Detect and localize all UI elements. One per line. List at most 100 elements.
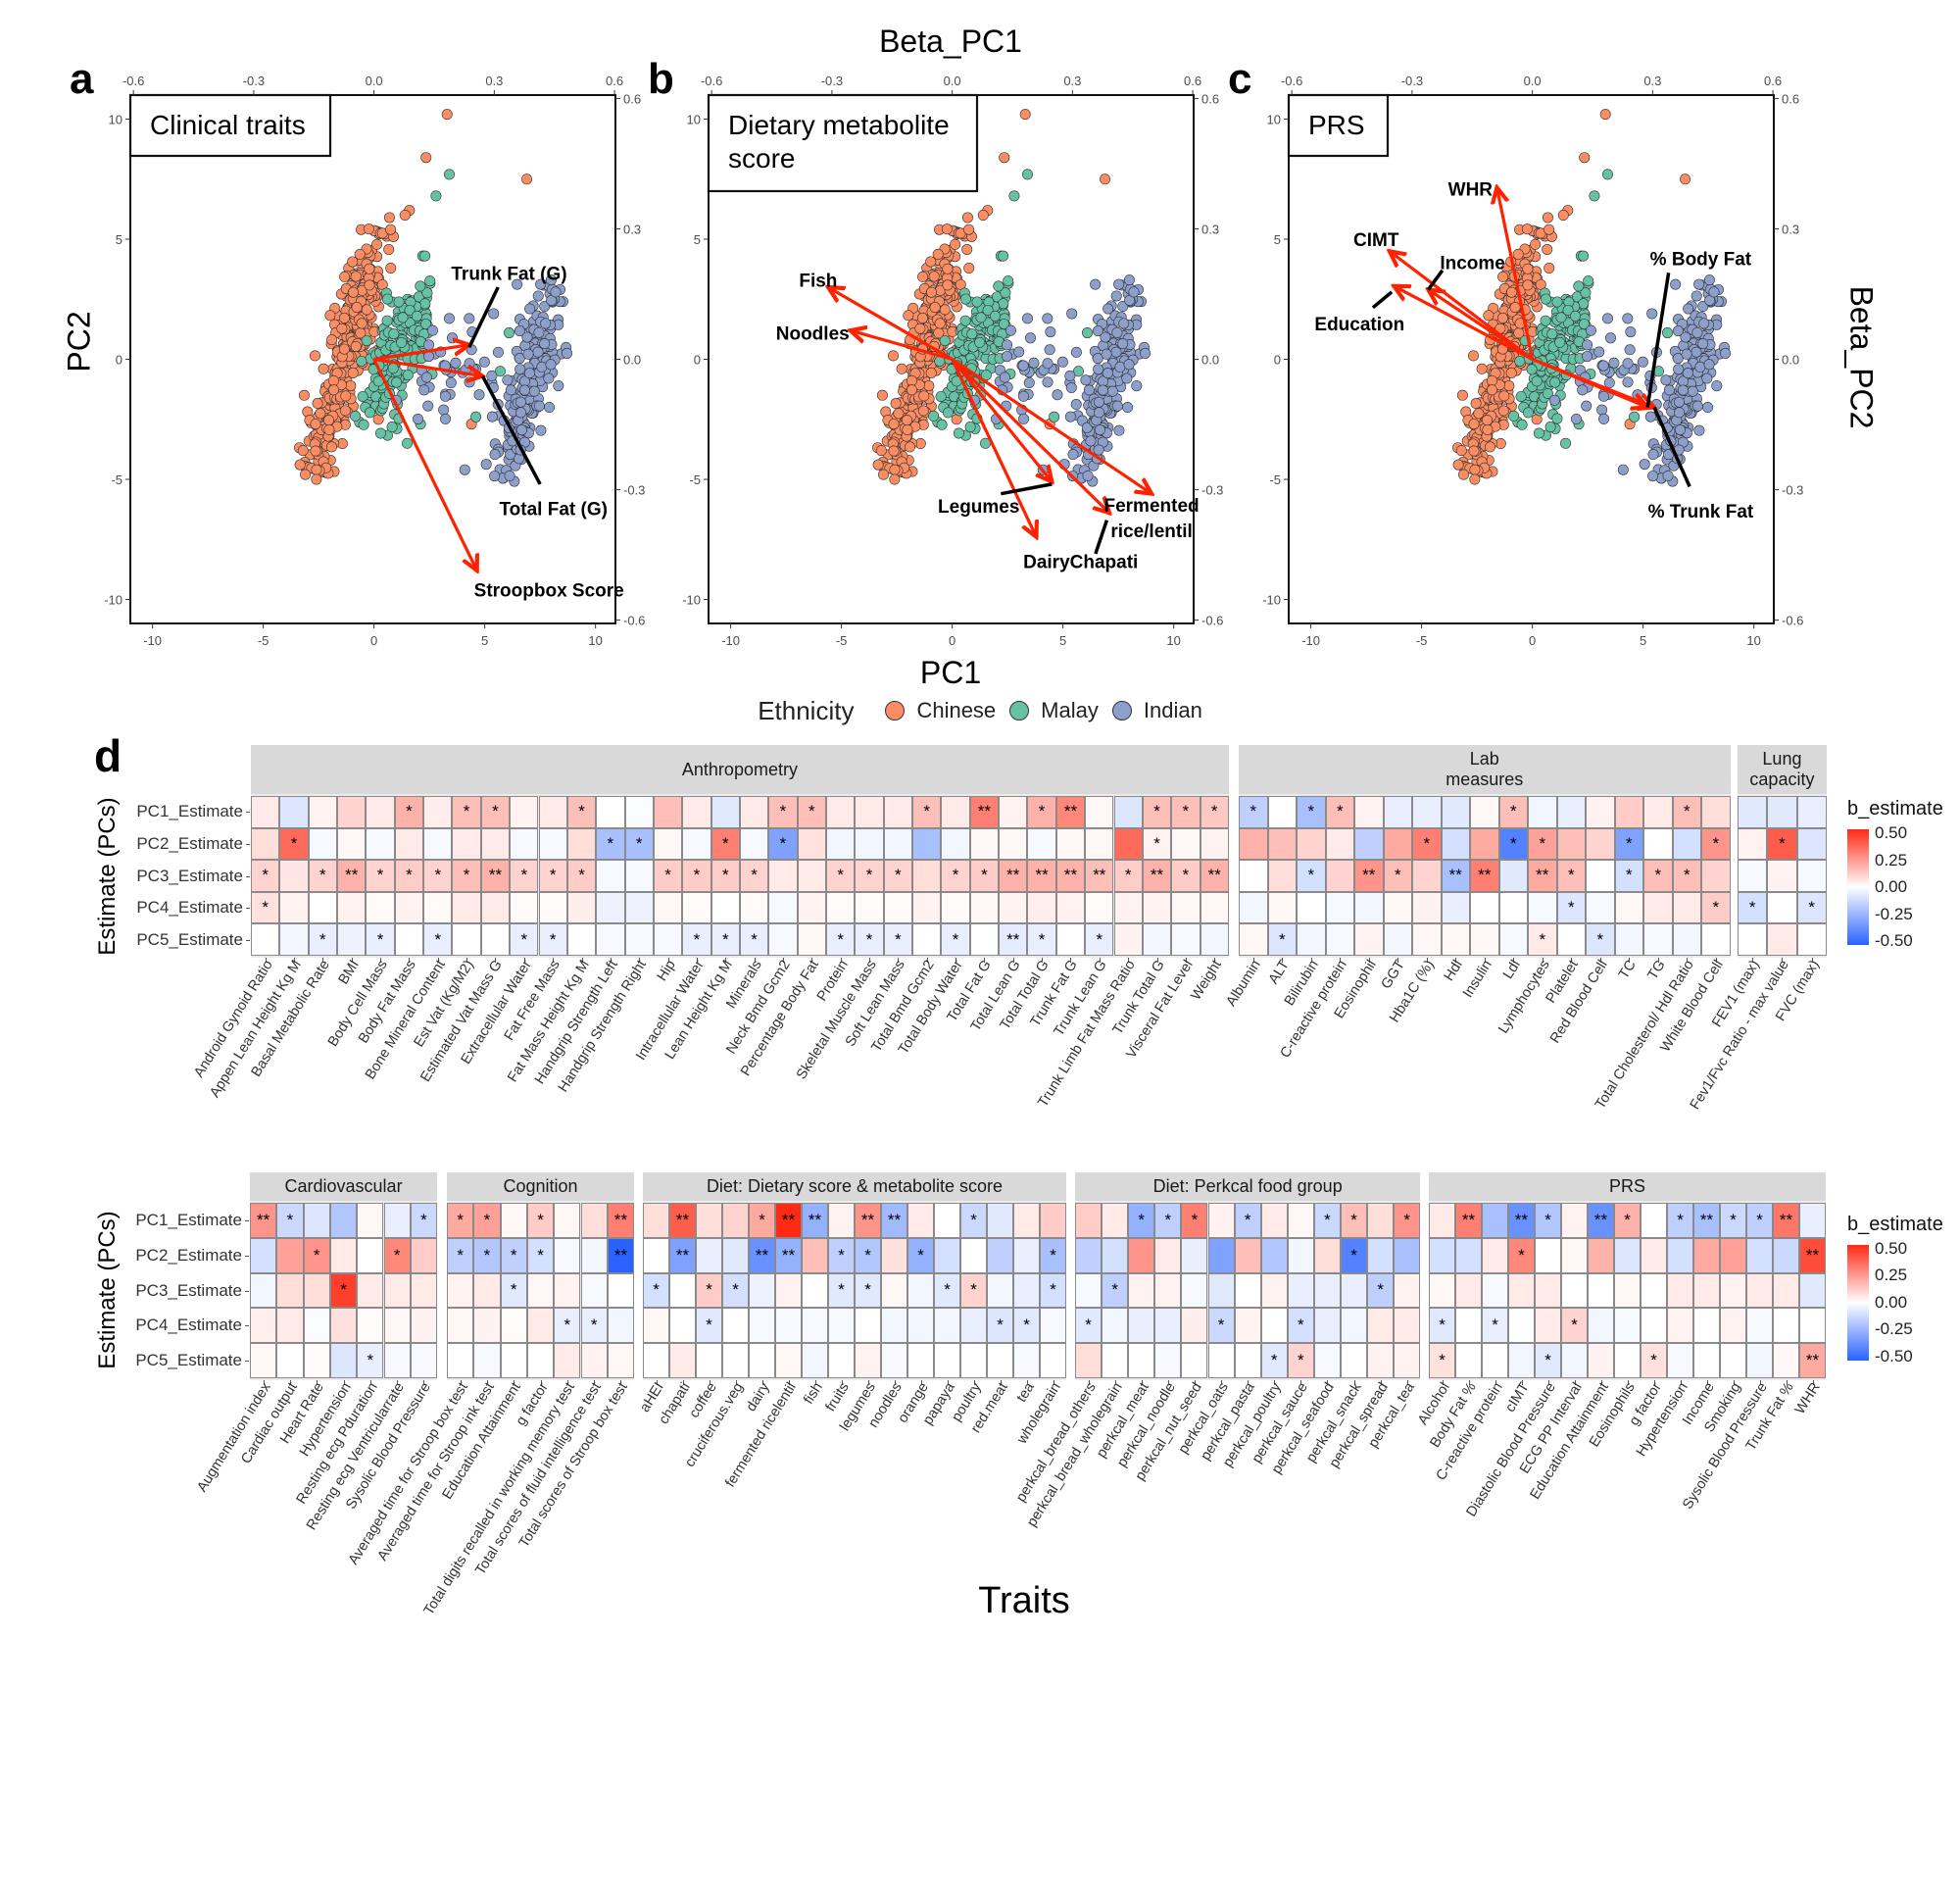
heatmap-cell [934,1308,960,1344]
arrow-label: Legumes [938,497,1019,518]
heatmap-cell: * [1085,923,1114,956]
heatmap-cell: ** [1508,1203,1535,1238]
heatmap-cell: * [768,827,798,861]
point-chinese [1468,445,1480,457]
heatmap-cell: ** [775,1203,802,1238]
heatmap-cell: * [447,1203,474,1238]
heatmap-cell: * [1297,860,1326,892]
point-indian [1601,313,1613,324]
point-indian [1128,286,1140,298]
heatmap-cell [749,1308,775,1344]
point-chinese [351,302,363,314]
colorbar-tick-label: -0.25 [1875,1319,1913,1339]
heatmap-cell [883,827,913,861]
point-chinese [350,340,362,352]
point-malay [939,335,951,347]
legend-swatch-chinese [885,701,906,720]
point-chinese [950,238,961,250]
point-indian [1702,401,1714,413]
heatmap-cell [1535,1308,1561,1344]
point-malay [1583,275,1594,287]
point-chinese [1476,363,1488,374]
point-chinese [1452,459,1464,471]
heatmap-cell: * [1429,1308,1455,1344]
heatmap-cell [510,827,539,861]
heatmap-cell [969,923,1000,956]
point-indian [1703,274,1715,286]
heatmap-cell [1588,1237,1614,1273]
heatmap-cell [1113,891,1143,924]
heatmap-cell [1738,827,1768,861]
point-chinese [1544,223,1555,235]
facet-strip-lung-capacity: Lung capacity [1738,745,1827,794]
x-tick-label: 5 [1059,633,1066,648]
point-indian [1094,424,1105,436]
y-tick-label: 0 [116,353,122,368]
heatmap-cell: * [941,923,970,956]
point-chinese [1468,419,1480,430]
point-indian [464,313,475,324]
point-indian [492,346,504,358]
heatmap-cell [1181,1272,1208,1309]
heatmap-cell [987,1237,1013,1273]
heatmap-cell [1738,796,1768,828]
heatmap-cell [410,1272,438,1309]
point-indian [514,353,525,365]
y-tick-label: -10 [1262,593,1281,608]
heatmap-cell [1498,891,1528,924]
point-indian [464,358,475,370]
x-tick-label: 0 [949,633,956,648]
heatmap-cell: * [410,1203,438,1238]
heatmap-cell [394,827,424,861]
heatmap-cell [1394,1272,1421,1309]
point-chinese [1486,384,1497,396]
point-chinese [889,464,901,475]
heatmap-cell [1267,891,1297,924]
point-indian [1121,372,1133,384]
point-indian [533,400,545,412]
heatmap-cell: * [383,1237,411,1273]
heatmap-cell: * [1102,1272,1129,1309]
point-chinese [322,415,334,426]
point-indian [504,470,515,481]
heatmap-cell [1586,860,1615,892]
heatmap-cell [1441,827,1470,861]
point-malay [1601,169,1613,180]
point-indian [1693,278,1705,290]
heatmap-cell: * [722,1272,749,1309]
panel-title: Clinical traits [150,110,306,140]
row-label: PC3_Estimate [135,1280,242,1300]
colorbar-tick-label: 0.25 [1875,1266,1908,1285]
point-chinese [1484,441,1495,453]
point-indian [1690,290,1702,302]
point-chinese [1456,389,1468,401]
point-indian [413,413,424,424]
heatmap-cell [1429,1272,1455,1309]
x-tick-label: 10 [1166,633,1180,648]
heatmap-cell: * [653,860,683,892]
heatmap-cell: * [1796,891,1827,924]
heatmap-cell: * [739,923,769,956]
heatmap-cell [510,796,539,828]
point-chinese [887,350,899,362]
heatmap-cell [1128,1343,1155,1378]
point-chinese [311,473,322,485]
heatmap-cell: ** [1773,1203,1799,1238]
biplot-panel-b: b Fish Noodles Legumes Fermented rice/lentil D… [648,55,1223,648]
heatmap-cell [883,796,913,828]
arrow-label: Income [1440,253,1505,273]
heatmap-cell: * [279,827,309,861]
heatmap-cell [749,1272,775,1309]
heatmap-cell [739,891,769,924]
point-chinese [928,271,940,282]
heatmap-cell: ** [855,1203,881,1238]
point-malay [1082,327,1094,339]
heatmap-cell [669,1272,696,1309]
heatmap-cell: ** [749,1237,775,1273]
heatmap-cell: ** [250,1203,277,1238]
point-chinese [893,408,905,420]
point-malay [1560,437,1572,449]
point-indian [1113,424,1125,436]
heatmap-cell [1234,1343,1261,1378]
point-indian [550,286,562,298]
